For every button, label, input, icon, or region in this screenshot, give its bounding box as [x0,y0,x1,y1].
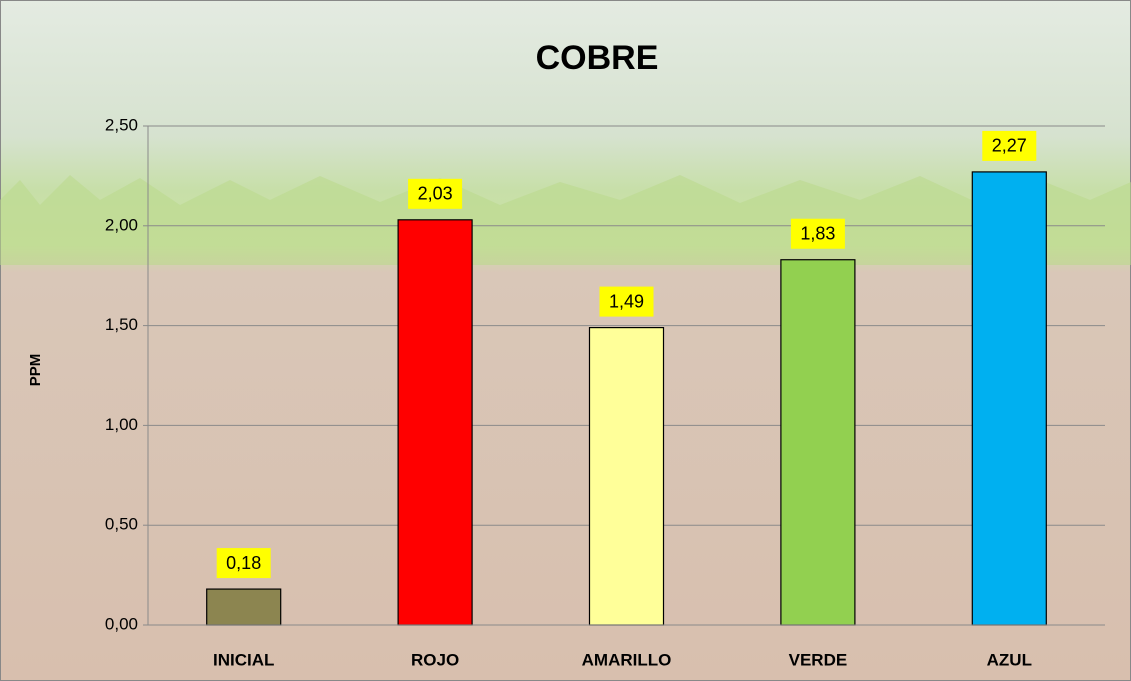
y-tick-label: 0,00 [105,614,138,633]
y-tick-label: 1,50 [105,315,138,334]
y-tick-label: 2,00 [105,215,138,234]
chart: COBRE PPM 0,00 0,50 1,00 1,50 2,00 2,50 INICIA… [0,0,1131,681]
bar [590,328,664,625]
x-tick-label: ROJO [411,650,459,669]
bar [972,172,1046,625]
chart-title: COBRE [536,39,659,77]
value-label: 0,18 [226,553,261,573]
y-tick-label: 1,00 [105,415,138,434]
bar [398,220,472,625]
x-tick-label: INICIAL [213,650,274,669]
x-tick-label: VERDE [789,650,848,669]
value-label: 2,27 [992,136,1027,156]
x-tick-label: AMARILLO [582,650,672,669]
bar [781,260,855,625]
value-label: 2,03 [418,184,453,204]
y-tick-label: 0,50 [105,515,138,534]
bar [207,589,281,625]
y-tick-label: 2,50 [105,115,138,134]
y-axis-label: PPM [27,354,44,387]
x-tick-label: AZUL [987,650,1032,669]
value-label: 1,49 [609,291,644,311]
chart-background [1,1,1131,681]
value-label: 1,83 [800,223,835,243]
page: COBRE PPM 0,00 0,50 1,00 1,50 2,00 2,50 INICIA… [0,0,1131,681]
